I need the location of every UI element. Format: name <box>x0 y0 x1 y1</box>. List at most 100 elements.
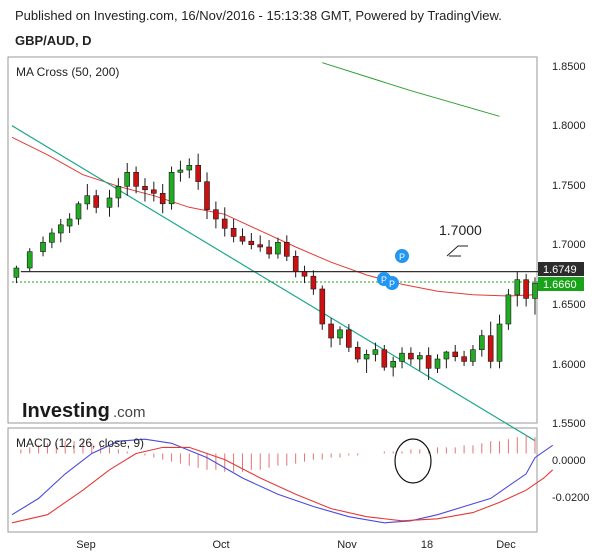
candle-body <box>363 353 370 360</box>
signal-line <box>11 446 554 524</box>
candle-body <box>115 186 122 199</box>
candle-body <box>40 242 46 252</box>
candle-body <box>390 360 397 368</box>
candle-body <box>151 189 157 194</box>
candle-body <box>416 355 423 360</box>
candle-body <box>186 165 193 171</box>
macd-axis: 0.0000 -0.0200 <box>552 455 589 504</box>
candle-body <box>230 228 237 237</box>
annotation-1-7000: 1.7000 <box>439 222 482 257</box>
marker-p-label: P <box>399 252 405 262</box>
time-tick: Dec <box>496 539 516 551</box>
candle-body <box>461 356 467 362</box>
price-tick: 1.5500 <box>552 418 586 430</box>
candle-body <box>142 186 148 191</box>
time-tick: Sep <box>76 539 96 551</box>
candle-body <box>328 323 334 339</box>
candle-body <box>470 349 476 362</box>
macd-tick: -0.0200 <box>552 492 589 504</box>
candle-body <box>319 288 326 325</box>
symbol-title: GBP/AUD, D <box>15 33 92 48</box>
resistance-tag-bg <box>538 262 584 276</box>
current-tag-text: 1.6660 <box>543 279 577 291</box>
candle-body <box>337 329 343 339</box>
marker-p[interactable] <box>385 276 399 290</box>
candle-body <box>204 181 210 210</box>
candle-body <box>248 240 255 245</box>
price-tick: 1.6500 <box>552 299 586 311</box>
candle-body <box>523 279 529 299</box>
marker-p[interactable] <box>395 249 409 263</box>
annotation-pointer <box>446 245 468 257</box>
candle-body <box>213 209 219 220</box>
levels-layer <box>12 270 538 283</box>
candle-body <box>443 351 450 360</box>
candle-body <box>425 355 432 369</box>
candle-body <box>195 165 201 182</box>
candle-body <box>239 236 246 242</box>
resistance-price-tag: 1.6749 <box>538 262 584 276</box>
time-tick: Oct <box>212 539 229 551</box>
macd-highlight-circle <box>394 438 432 484</box>
candle-body <box>57 224 64 234</box>
candle-body <box>26 251 33 269</box>
candle-body <box>49 232 55 243</box>
candle-body <box>532 282 538 299</box>
macd-tick: 0.0000 <box>552 455 586 467</box>
candle-body <box>434 358 441 369</box>
candle-body <box>381 349 388 368</box>
candle-body <box>177 169 184 173</box>
candle-body <box>514 279 521 296</box>
price-tick: 1.8500 <box>552 61 586 73</box>
investing-logo: Investing .com <box>22 400 146 422</box>
published-caption: Published on Investing.com, 16/Nov/2016 … <box>15 8 502 23</box>
candle-body <box>106 197 113 208</box>
candle-body <box>168 172 175 205</box>
time-tick: Nov <box>337 539 357 551</box>
marker-p-label: P <box>381 275 387 285</box>
candle-body <box>487 335 494 362</box>
price-tick: 1.8000 <box>552 120 586 132</box>
time-tick: 18 <box>421 539 433 551</box>
price-tick: 1.7000 <box>552 239 586 251</box>
macd-label: MACD (12, 26, close, 9) <box>16 436 144 450</box>
candle-body <box>266 246 272 255</box>
candle-body <box>275 242 281 255</box>
annotation-label: 1.7000 <box>439 222 482 238</box>
candle-body <box>84 195 91 205</box>
macd-layer <box>11 435 554 524</box>
logo-word: Investing <box>22 400 110 422</box>
candle-body <box>66 218 73 227</box>
marker-p-label: P <box>389 279 395 289</box>
candle-body <box>133 172 139 187</box>
price-tick: 1.6000 <box>552 359 586 371</box>
resistance-tag-text: 1.6749 <box>543 264 577 276</box>
candles-layer <box>13 153 538 380</box>
logo-suffix: .com <box>113 404 146 421</box>
candle-body <box>75 203 82 220</box>
candle-body <box>478 335 485 351</box>
candle-body <box>372 349 379 355</box>
candle-body <box>292 255 299 272</box>
current-price-tag: 1.6660 <box>538 277 584 291</box>
candle-body <box>13 267 20 278</box>
trendline-layer <box>11 125 536 442</box>
macd-line <box>11 438 554 524</box>
candle-body <box>399 352 405 362</box>
candle-body <box>496 323 503 362</box>
candle-body <box>257 244 264 248</box>
candle-body <box>93 195 99 208</box>
time-axis: Sep Oct Nov 18 Dec <box>76 539 516 551</box>
main-panel-frame <box>7 56 538 424</box>
candle-body <box>310 275 317 290</box>
candle-body <box>354 346 361 360</box>
price-axis: 1.8500 1.8000 1.7500 1.7000 1.6500 1.600… <box>552 61 586 430</box>
candle-body <box>301 271 308 277</box>
current-tag-bg <box>538 277 584 291</box>
candle-body <box>452 351 459 357</box>
indicator-label: MA Cross (50, 200) <box>16 65 119 79</box>
price-tick: 1.7500 <box>552 180 586 192</box>
candle-body <box>345 329 352 348</box>
candle-body <box>124 172 130 187</box>
